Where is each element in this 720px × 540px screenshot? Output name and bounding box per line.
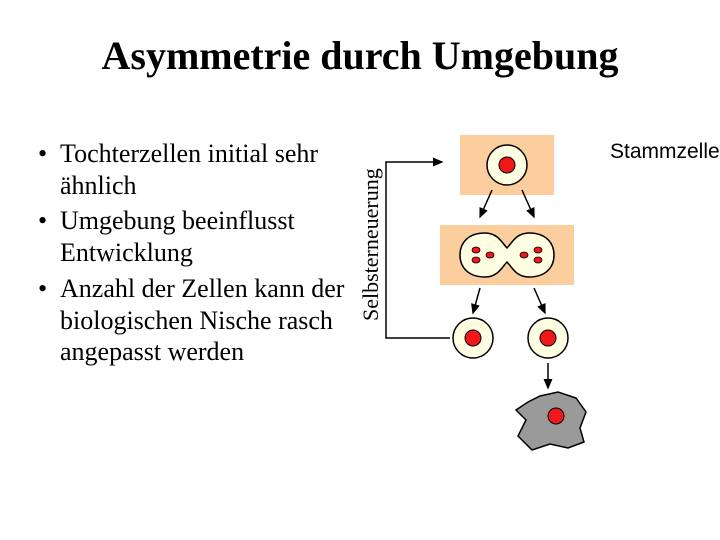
bullet-item: Umgebung beeinflusst Entwicklung bbox=[38, 205, 348, 268]
bullet-item: Tochterzellen initial sehr ähnlich bbox=[38, 138, 348, 201]
arrow bbox=[534, 288, 545, 313]
bullet-list: Tochterzellen initial sehr ähnlich Umgeb… bbox=[38, 138, 348, 372]
daughter-cell-right-icon bbox=[528, 318, 568, 358]
differentiated-cell-icon bbox=[516, 392, 586, 450]
stem-cell-icon bbox=[487, 145, 527, 185]
daughter-cell-left-icon bbox=[453, 318, 493, 358]
cell-division-diagram bbox=[380, 120, 700, 510]
slide-title: Asymmetrie durch Umgebung bbox=[0, 32, 720, 79]
self-renewal-label: Selbsterneuerung bbox=[358, 150, 376, 340]
bullet-item: Anzahl der Zellen kann der biologischen … bbox=[38, 273, 348, 368]
arrow bbox=[473, 288, 480, 313]
